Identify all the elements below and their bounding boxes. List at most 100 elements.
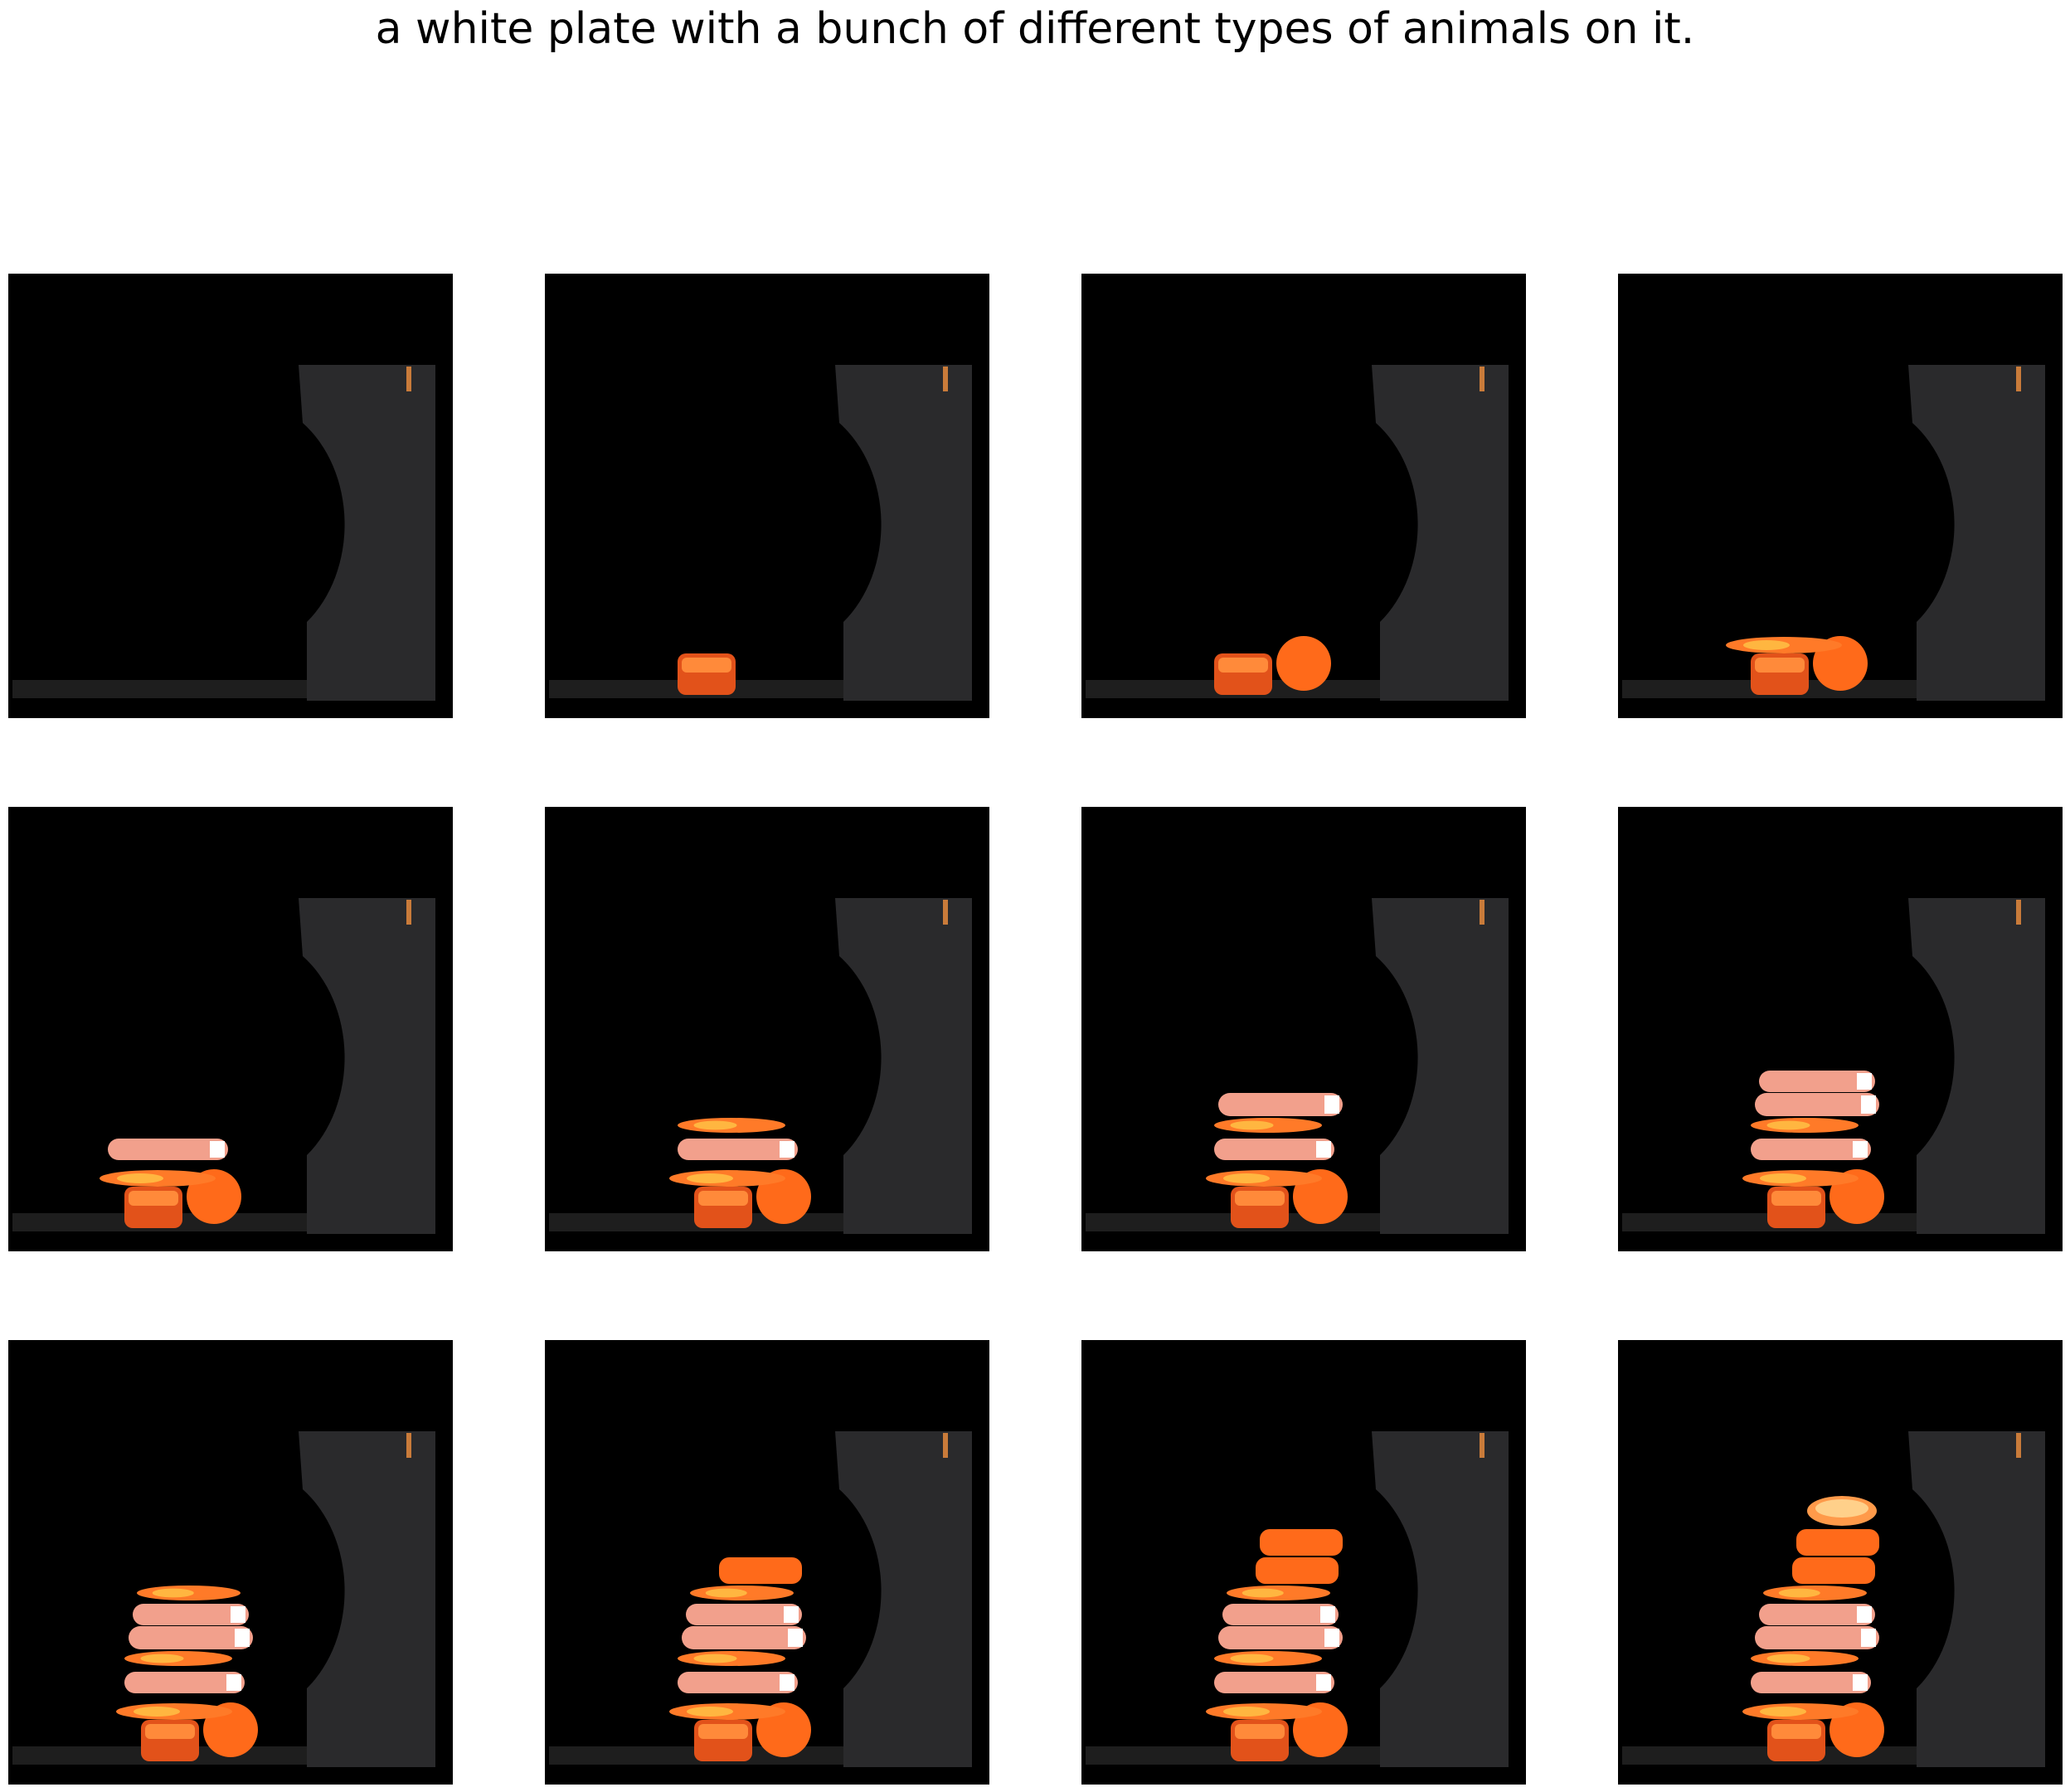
frame-image bbox=[1081, 274, 1526, 718]
carrot-chunk bbox=[694, 1187, 752, 1228]
knife-handle bbox=[943, 900, 948, 925]
cutting-board bbox=[1372, 365, 1509, 701]
frame-image bbox=[8, 807, 453, 1251]
food-stack bbox=[669, 1557, 811, 1761]
frame-4 bbox=[1618, 274, 2063, 718]
frame-2 bbox=[545, 274, 989, 718]
food-stack bbox=[1742, 1496, 1884, 1761]
carrot-chunk bbox=[1767, 1187, 1825, 1228]
carrot-chunk bbox=[1767, 1720, 1825, 1761]
carrot-chunk bbox=[678, 653, 736, 695]
frame-1 bbox=[8, 274, 453, 718]
carrot-slice bbox=[1726, 637, 1842, 653]
salmon-strip bbox=[1214, 1672, 1334, 1693]
salmon-strip bbox=[1751, 1139, 1871, 1160]
salmon-strip bbox=[682, 1626, 806, 1649]
frame-image bbox=[8, 1340, 453, 1785]
salmon-strip bbox=[1759, 1604, 1875, 1625]
cutting-board bbox=[299, 365, 435, 701]
salmon-strip bbox=[108, 1139, 228, 1160]
carrot-stick bbox=[1256, 1557, 1339, 1584]
carrot-slice bbox=[678, 1118, 785, 1133]
carrot-stick bbox=[1260, 1529, 1343, 1556]
frame-image bbox=[1081, 1340, 1526, 1785]
salmon-strip bbox=[1214, 1139, 1334, 1160]
carrot-slice bbox=[1742, 1170, 1859, 1187]
carrot-slice bbox=[1763, 1586, 1867, 1600]
frame-image bbox=[545, 274, 989, 718]
food-stack bbox=[1206, 1093, 1348, 1228]
food-stack bbox=[100, 1139, 241, 1228]
knife-handle bbox=[2016, 1433, 2021, 1458]
cutting-board bbox=[1372, 1431, 1509, 1767]
frame-3 bbox=[1081, 274, 1526, 718]
carrot-slice bbox=[669, 1170, 785, 1187]
carrot-slice bbox=[1227, 1586, 1330, 1600]
cutting-board bbox=[299, 898, 435, 1234]
knife-handle bbox=[406, 900, 411, 925]
salmon-strip bbox=[1759, 1071, 1875, 1092]
knife-handle bbox=[2016, 367, 2021, 391]
carrot-slice bbox=[1751, 1651, 1859, 1666]
carrot-chunk bbox=[1214, 653, 1272, 695]
salmon-strip bbox=[1218, 1626, 1343, 1649]
frame-image bbox=[8, 274, 453, 718]
carrot-chunk bbox=[1231, 1187, 1289, 1228]
knife-handle bbox=[406, 367, 411, 391]
cutting-board bbox=[299, 1431, 435, 1767]
salmon-strip bbox=[1218, 1093, 1343, 1116]
frame-image bbox=[1618, 1340, 2063, 1785]
carrot-slice bbox=[669, 1703, 785, 1720]
carrot-slice bbox=[116, 1703, 232, 1720]
cutting-board bbox=[835, 898, 972, 1234]
carrot-slice bbox=[100, 1170, 216, 1187]
cutting-board bbox=[835, 1431, 972, 1767]
carrot-chunk bbox=[141, 1720, 199, 1761]
frame-image bbox=[545, 1340, 989, 1785]
figure-caption: a white plate with a bunch of different … bbox=[375, 4, 1695, 54]
food-stack bbox=[1214, 636, 1331, 695]
frame-11 bbox=[1081, 1340, 1526, 1785]
carrot-round bbox=[1276, 636, 1331, 691]
salmon-strip bbox=[686, 1604, 802, 1625]
carrot-slice bbox=[678, 1651, 785, 1666]
food-stack bbox=[116, 1586, 258, 1761]
counter-edge bbox=[12, 680, 307, 698]
frame-9 bbox=[8, 1340, 453, 1785]
knife-handle bbox=[943, 367, 948, 391]
cutting-board bbox=[1908, 1431, 2045, 1767]
salmon-strip bbox=[1222, 1604, 1339, 1625]
frame-7 bbox=[1081, 807, 1526, 1251]
salmon-strip bbox=[129, 1626, 253, 1649]
carrot-chunk bbox=[124, 1187, 182, 1228]
frame-10 bbox=[545, 1340, 989, 1785]
food-stack bbox=[669, 1118, 811, 1228]
carrot-slice bbox=[137, 1586, 241, 1600]
frame-image bbox=[1618, 807, 2063, 1251]
carrot-slice bbox=[1742, 1703, 1859, 1720]
frame-8 bbox=[1618, 807, 2063, 1251]
carrot-stick bbox=[1796, 1529, 1879, 1556]
food-stack bbox=[1742, 1071, 1884, 1228]
food-stack bbox=[1726, 636, 1868, 695]
carrot-slice bbox=[1214, 1118, 1322, 1133]
cutting-board bbox=[835, 365, 972, 701]
salmon-strip bbox=[1751, 1672, 1871, 1693]
carrot-slice bbox=[124, 1651, 232, 1666]
frame-12 bbox=[1618, 1340, 2063, 1785]
knife-handle bbox=[2016, 900, 2021, 925]
knife-handle bbox=[1480, 367, 1484, 391]
orange-slice bbox=[1807, 1496, 1877, 1526]
carrot-stick bbox=[1792, 1557, 1875, 1584]
cutting-board bbox=[1908, 898, 2045, 1234]
carrot-slice bbox=[1206, 1170, 1322, 1187]
salmon-strip bbox=[678, 1672, 798, 1693]
knife-handle bbox=[406, 1433, 411, 1458]
frame-5 bbox=[8, 807, 453, 1251]
knife-handle bbox=[1480, 1433, 1484, 1458]
cutting-board bbox=[1372, 898, 1509, 1234]
frame-6 bbox=[545, 807, 989, 1251]
cutting-board bbox=[1908, 365, 2045, 701]
salmon-strip bbox=[1755, 1626, 1879, 1649]
knife-handle bbox=[1480, 900, 1484, 925]
